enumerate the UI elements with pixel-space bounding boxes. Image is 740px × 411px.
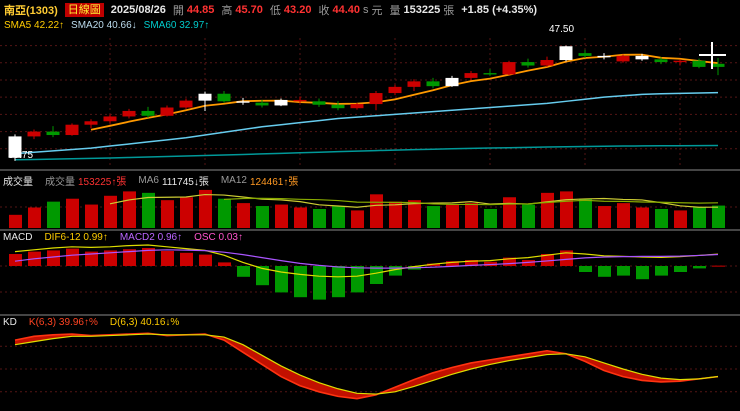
close-suffix: s: [362, 4, 369, 16]
date-label: 2025/08/26: [110, 4, 166, 16]
volume-panel-title: 成交量: [3, 177, 33, 188]
sma5-legend: SMA5 42.22↑: [4, 20, 65, 31]
sma20-legend: SMA20 40.66↓: [71, 20, 137, 31]
crosshair-cursor: [699, 42, 726, 69]
high-value: 45.70: [235, 4, 263, 16]
open-label: 開: [172, 5, 184, 17]
close-label: 收: [318, 5, 330, 17]
close-value: 44.40: [332, 4, 360, 16]
volume-unit: 張: [443, 5, 455, 17]
low-price-marker: 30.75: [8, 150, 34, 161]
volume-ma12-label: MA12: [220, 175, 247, 186]
volume-ma6-label: MA6: [138, 175, 159, 186]
volume-label: 量: [389, 5, 401, 17]
open-value: 44.85: [186, 4, 215, 16]
price-unit: 元: [371, 5, 383, 17]
header: 南亞(1303) 日線圖 2025/08/26 開 44.85 高 45.70 …: [4, 2, 537, 18]
volume-ma6-value: 111745↓張: [161, 177, 209, 188]
low-label: 低: [269, 5, 281, 17]
high-price-marker: 47.50: [549, 24, 575, 35]
kd-panel-title: KD: [3, 317, 17, 328]
sma60-legend: SMA60 32.97↑: [143, 20, 210, 31]
macd-panel-header: MACD DIF6-12 0.99↑ MACD2 0.96↑ OSC 0.03↑: [3, 232, 243, 243]
volume-value: 153225: [403, 4, 441, 16]
kd-panel-header: KD K(6,3) 39.96↑% D(6,3) 40.16↓%: [3, 317, 179, 328]
volume-panel-header: 成交量 成交量 153225↑張 MA6 111745↓張 MA12 12446…: [3, 173, 298, 188]
volume-series-label: 成交量: [45, 177, 75, 188]
macd-panel-title: MACD: [3, 232, 33, 243]
low-value: 43.20: [283, 4, 312, 16]
volume-ma12-value: 124461↑張: [249, 177, 299, 188]
macd-osc-value: OSC 0.03↑: [194, 232, 243, 243]
change-value: +1.85 (+4.35%): [461, 4, 538, 16]
chart-type-button[interactable]: 日線圖: [64, 3, 104, 17]
sma-legend: SMA5 42.22↑ SMA20 40.66↓ SMA60 32.97↑: [4, 20, 209, 31]
macd-dif-value: DIF6-12 0.99↑: [44, 232, 108, 243]
kd-d-value: D(6,3) 40.16↓%: [109, 317, 180, 328]
volume-series-value: 153225↑張: [78, 177, 127, 188]
high-label: 高: [221, 5, 233, 17]
kd-k-value: K(6,3) 39.96↑%: [28, 317, 98, 328]
stock-name: 南亞(1303): [4, 5, 58, 17]
macd-macd2-value: MACD2 0.96↑: [119, 232, 183, 243]
